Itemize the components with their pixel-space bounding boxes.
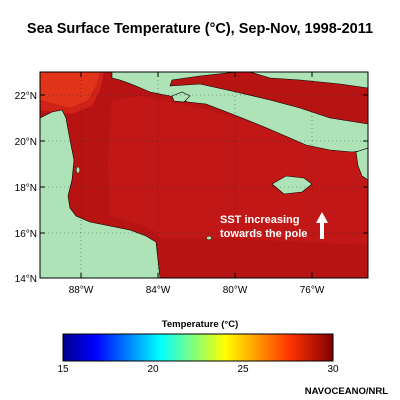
hispaniola-land xyxy=(355,147,368,181)
lat-label-20n: 20°N xyxy=(15,137,37,148)
lon-label-84w: 84°W xyxy=(146,285,171,296)
map-grid xyxy=(40,72,368,278)
credit-text: NAVOCEANO/NRL xyxy=(304,386,388,397)
gulf-of-honduras xyxy=(68,190,96,214)
colorbar-tick-25: 25 xyxy=(237,364,249,375)
lat-label-22n: 22°N xyxy=(15,91,37,102)
bahamas-channel xyxy=(169,72,368,125)
cayman-islands xyxy=(206,235,212,240)
colorbar xyxy=(62,333,334,362)
colorbar-tick-20: 20 xyxy=(147,364,159,375)
lat-label-16n: 16°N xyxy=(15,229,37,240)
cozumel-island xyxy=(75,166,80,174)
lon-label-88w: 88°W xyxy=(69,285,94,296)
up-arrow-icon xyxy=(316,212,328,239)
caribbean-warm-zone xyxy=(108,96,368,245)
gulf-hot-zone xyxy=(40,72,100,108)
gulf-warm-band xyxy=(40,72,104,114)
colorbar-tick-30: 30 xyxy=(327,364,339,375)
lat-label-18n: 18°N xyxy=(15,183,37,194)
yucatan-central-america-land xyxy=(40,109,161,278)
bahamas-islands xyxy=(249,72,368,89)
map-title: Sea Surface Temperature (°C), Sep-Nov, 1… xyxy=(26,21,374,37)
isle-of-youth xyxy=(171,91,191,103)
colorbar-label: Temperature (°C) xyxy=(161,319,239,330)
lon-label-80w: 80°W xyxy=(223,285,248,296)
lat-label-14n: 14°N xyxy=(15,274,37,285)
colorbar-tick-15: 15 xyxy=(57,364,69,375)
annotation-line-1: SST increasing xyxy=(220,214,299,226)
lon-label-76w: 76°W xyxy=(300,285,325,296)
annotation-line-2: towards the pole xyxy=(220,228,307,240)
map-area xyxy=(40,72,368,278)
map-frame xyxy=(39,71,369,279)
axis-ticks xyxy=(40,72,368,278)
